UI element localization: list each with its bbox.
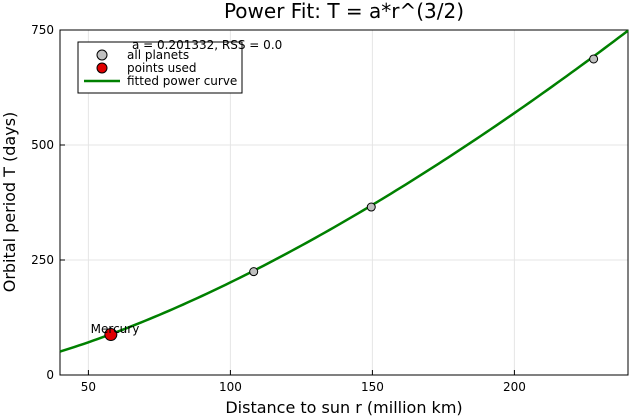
x-tick-label: 50 xyxy=(81,380,96,394)
y-axis-label: Orbital period T (days) xyxy=(0,112,19,293)
x-tick-label: 100 xyxy=(219,380,242,394)
points-used-point xyxy=(104,328,118,342)
y-tick-label: 0 xyxy=(46,368,54,382)
x-axis-label: Distance to sun r (million km) xyxy=(225,398,462,417)
legend-marker-points-used xyxy=(96,62,108,74)
x-tick-label: 200 xyxy=(503,380,526,394)
all-planets-point xyxy=(589,54,599,64)
x-tick-label: 150 xyxy=(361,380,384,394)
legend-marker-all-planets xyxy=(96,49,108,61)
y-tick-label: 250 xyxy=(31,253,54,267)
legend-label-fitted-curve: fitted power curve xyxy=(127,74,237,88)
mercury-label: Mercury xyxy=(91,322,140,336)
y-tick-label: 500 xyxy=(31,138,54,152)
legend-label-points-used: points used xyxy=(127,61,197,75)
fit-curve-layer xyxy=(59,29,629,353)
legend: all planets points used fitted power cur… xyxy=(77,41,243,94)
y-axis-ticks: 0 250 500 750 xyxy=(31,23,65,382)
fitted-power-curve xyxy=(59,29,629,353)
legend-label-all-planets: all planets xyxy=(127,48,189,62)
plot-frame xyxy=(59,29,629,376)
fit-annotation: a = 0.201332, RSS = 0.0 xyxy=(132,38,282,52)
y-tick-label: 750 xyxy=(31,23,54,37)
chart-title: Power Fit: T = a*r^(3/2) xyxy=(224,0,464,23)
x-axis-ticks: 50 100 150 200 xyxy=(81,370,526,394)
points-layer xyxy=(104,54,599,342)
all-planets-point xyxy=(366,202,376,212)
all-planets-point xyxy=(249,267,259,277)
